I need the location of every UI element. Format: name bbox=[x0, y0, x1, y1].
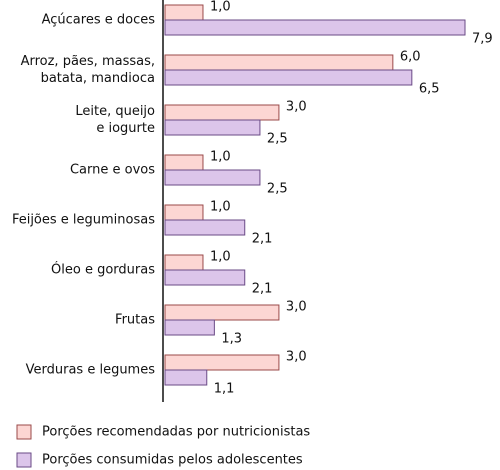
value-label: 1,0 bbox=[210, 250, 231, 265]
category-label: Frutas bbox=[115, 312, 155, 328]
value-label: 1,0 bbox=[210, 0, 231, 15]
bar bbox=[164, 304, 280, 321]
legend-swatch bbox=[16, 424, 32, 440]
value-label: 2,5 bbox=[267, 182, 288, 197]
category-label: Carne e ovos bbox=[69, 162, 155, 178]
category-label: Arroz, pães, massas, batata, mandioca bbox=[20, 54, 155, 86]
category-label: Feijões e leguminosas bbox=[11, 212, 155, 228]
category-label: Açúcares e doces bbox=[41, 12, 155, 28]
category-label: Leite, queijo e iogurte bbox=[75, 104, 155, 136]
value-label: 3,0 bbox=[286, 300, 307, 315]
value-label: 6,5 bbox=[419, 82, 440, 97]
category-label: Verduras e legumes bbox=[25, 362, 155, 378]
bar bbox=[164, 219, 246, 236]
legend-label: Porções recomendadas por nutricionistas bbox=[42, 425, 310, 440]
bar bbox=[164, 254, 204, 271]
value-label: 1,1 bbox=[214, 382, 235, 397]
bar bbox=[164, 54, 394, 71]
value-label: 6,0 bbox=[400, 50, 421, 65]
value-label: 2,1 bbox=[252, 282, 273, 297]
value-label: 1,0 bbox=[210, 200, 231, 215]
value-label: 2,1 bbox=[252, 232, 273, 247]
value-label: 1,3 bbox=[221, 332, 242, 347]
value-label: 7,9 bbox=[472, 32, 493, 47]
legend-label: Porções consumidas pelos adolescentes bbox=[42, 453, 303, 468]
bar bbox=[164, 319, 215, 336]
bar bbox=[164, 119, 261, 136]
bar bbox=[164, 204, 204, 221]
value-label: 3,0 bbox=[286, 350, 307, 365]
bar bbox=[164, 369, 208, 386]
value-label: 2,5 bbox=[267, 132, 288, 147]
category-label: Óleo e gorduras bbox=[51, 262, 155, 278]
bar bbox=[164, 269, 246, 286]
bar bbox=[164, 104, 280, 121]
legend-swatch bbox=[16, 452, 32, 468]
bar bbox=[164, 154, 204, 171]
value-label: 1,0 bbox=[210, 150, 231, 165]
bar bbox=[164, 69, 413, 86]
bar bbox=[164, 4, 204, 21]
value-label: 3,0 bbox=[286, 100, 307, 115]
bar bbox=[164, 19, 466, 36]
bar bbox=[164, 169, 261, 186]
bar bbox=[164, 354, 280, 371]
